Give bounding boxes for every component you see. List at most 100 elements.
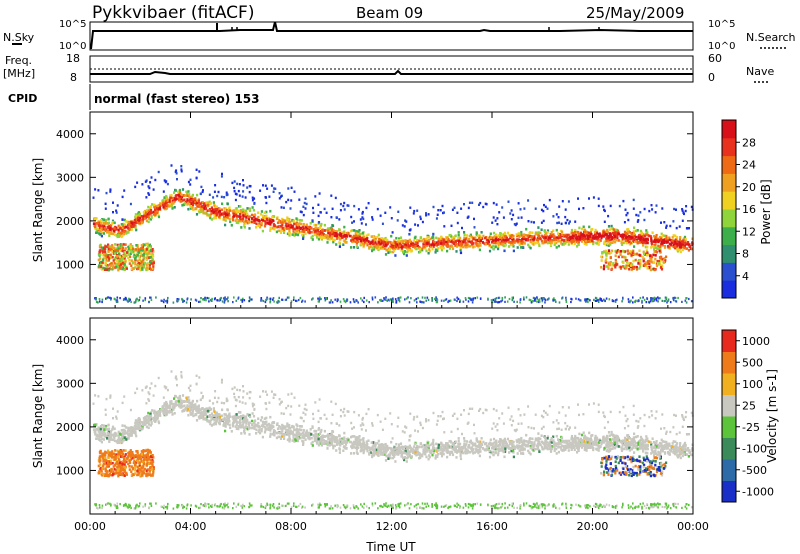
scatter-cell <box>447 300 449 304</box>
scatter-cell <box>113 246 116 250</box>
scatter-cell <box>369 241 373 245</box>
scatter-cell <box>199 192 202 196</box>
scatter-cell <box>283 228 286 232</box>
scatter-cell <box>485 444 488 448</box>
scatter-cell <box>214 216 218 220</box>
scatter-cell <box>634 258 637 262</box>
scatter-cell <box>320 238 323 241</box>
scatter-cell <box>492 216 495 219</box>
scatter-cell <box>266 187 269 190</box>
scatter-cell <box>364 241 367 244</box>
scatter-cell <box>123 230 126 233</box>
scatter-cell <box>604 259 607 263</box>
scatter-cell <box>357 230 360 233</box>
scatter-cell <box>427 240 430 244</box>
scatter-cell <box>392 300 394 304</box>
scatter-cell <box>110 246 114 250</box>
scatter-cell <box>632 232 635 236</box>
scatter-cell <box>529 231 532 234</box>
scatter-cell <box>282 227 285 230</box>
scatter-cell <box>223 413 226 416</box>
scatter-cell <box>474 238 477 242</box>
scatter-cell <box>288 232 291 235</box>
scatter-cell <box>678 248 681 252</box>
scatter-cell <box>276 427 280 431</box>
scatter-cell <box>101 218 104 221</box>
scatter-cell <box>548 235 551 238</box>
scatter-cell <box>119 263 122 266</box>
scatter-cell <box>269 218 272 221</box>
scatter-cell <box>435 236 438 240</box>
scatter-cell <box>672 440 675 443</box>
scatter-cell <box>502 240 506 243</box>
scatter-cell <box>272 297 275 300</box>
scatter-cell <box>325 228 329 232</box>
scatter-cell <box>265 217 268 221</box>
scatter-cell <box>140 214 143 218</box>
scatter-cell <box>147 423 150 426</box>
freq-trace <box>90 69 693 75</box>
scatter-cell <box>641 301 643 304</box>
scatter-cell <box>284 430 287 434</box>
scatter-cell <box>99 243 102 247</box>
scatter-cell <box>307 230 310 234</box>
scatter-cell <box>665 298 668 301</box>
scatter-cell <box>624 237 627 241</box>
scatter-cell <box>149 218 152 221</box>
scatter-cell <box>374 238 377 242</box>
scatter-cell <box>129 255 132 259</box>
scatter-cell <box>637 235 640 239</box>
scatter-cell <box>665 241 668 244</box>
scatter-cell <box>632 207 635 210</box>
scatter-cell <box>388 240 391 244</box>
scatter-cell <box>272 298 274 301</box>
scatter-cell <box>533 221 535 224</box>
scatter-cell <box>313 233 317 237</box>
scatter-cell <box>128 247 131 250</box>
scatter-cell <box>501 296 504 300</box>
scatter-cell <box>496 238 499 242</box>
scatter-cell <box>407 245 410 248</box>
scatter-cell <box>263 215 266 218</box>
scatter-cell <box>666 301 668 304</box>
colorbar-swatch <box>722 155 736 174</box>
scatter-cell <box>273 300 275 303</box>
scatter-cell <box>343 235 346 238</box>
scatter-cell <box>616 263 619 266</box>
scatter-cell <box>265 214 268 218</box>
scatter-cell <box>636 241 639 245</box>
scatter-cell <box>112 249 115 253</box>
scatter-cell <box>341 236 344 239</box>
scatter-cell <box>531 300 534 303</box>
scatter-cell <box>196 399 199 403</box>
scatter-cell <box>435 447 438 450</box>
scatter-cell <box>451 445 454 449</box>
scatter-cell <box>593 298 595 301</box>
scatter-cell <box>408 438 411 442</box>
scatter-cell <box>523 242 526 245</box>
power-colorbar-label: Power [dB] <box>759 179 773 244</box>
scatter-cell <box>320 440 323 444</box>
scatter-cell <box>582 234 586 237</box>
scatter-cell <box>112 201 114 204</box>
scatter-cell <box>345 234 348 238</box>
scatter-cell <box>442 239 446 242</box>
scatter-cell <box>492 201 495 205</box>
scatter-cell <box>641 232 644 235</box>
scatter-cell <box>623 436 627 440</box>
scatter-cell <box>133 248 136 252</box>
scatter-cell <box>221 300 224 303</box>
scatter-cell <box>105 424 108 428</box>
scatter-cell <box>170 400 173 403</box>
scatter-cell <box>457 437 460 440</box>
scatter-cell <box>539 237 542 241</box>
scatter-cell <box>183 198 186 202</box>
scatter-cell <box>624 239 627 243</box>
scatter-cell <box>569 239 572 243</box>
scatter-cell <box>295 299 298 303</box>
scatter-cell <box>288 234 291 237</box>
scatter-cell <box>342 243 345 246</box>
scatter-cell <box>132 220 135 224</box>
scatter-cell <box>275 230 278 234</box>
scatter-cell <box>607 267 610 270</box>
